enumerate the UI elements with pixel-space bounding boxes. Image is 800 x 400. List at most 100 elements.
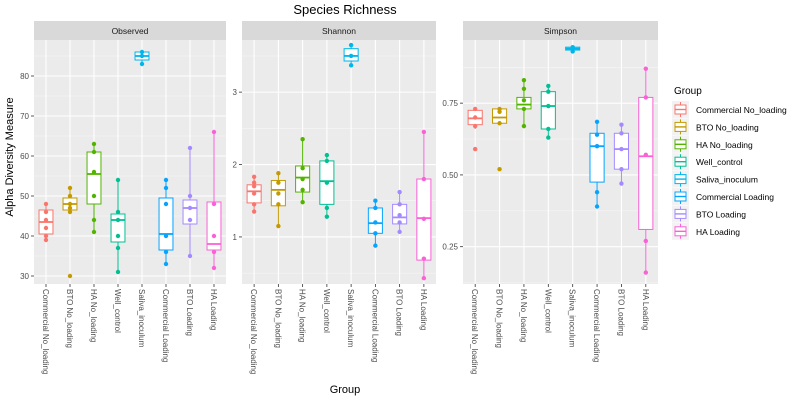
data-point bbox=[619, 166, 624, 172]
data-point bbox=[324, 152, 330, 158]
x-tick-label: BTO Loading bbox=[395, 289, 404, 336]
data-point bbox=[300, 165, 305, 171]
data-point bbox=[421, 216, 427, 222]
data-point bbox=[397, 229, 402, 235]
data-point bbox=[276, 171, 281, 176]
y-tick-label: 80 bbox=[20, 72, 29, 81]
box-ha-loading bbox=[638, 66, 654, 275]
panel-observed: Observed 30 40 50 60 70 80 Commercial No_loadin… bbox=[20, 21, 226, 374]
data-point bbox=[324, 214, 330, 219]
data-point bbox=[67, 193, 73, 199]
x-tick-label: HA No_loading bbox=[519, 289, 528, 342]
data-point bbox=[251, 174, 257, 180]
legend-item-saliva-inoculum: Saliva_inoculum bbox=[672, 170, 758, 188]
data-point bbox=[421, 276, 427, 281]
data-point bbox=[373, 205, 378, 211]
data-point bbox=[251, 209, 257, 214]
legend-label: HA Loading bbox=[696, 227, 740, 237]
x-tick-label: Well_control bbox=[322, 289, 331, 333]
strip-label: Simpson bbox=[544, 26, 577, 36]
data-point bbox=[397, 202, 402, 207]
data-point bbox=[521, 77, 527, 83]
x-tick-label: HA No_loading bbox=[89, 289, 98, 342]
x-tick-label: Commercial Loading bbox=[161, 289, 170, 362]
data-point bbox=[619, 146, 624, 152]
box-saliva-inoculum bbox=[134, 49, 150, 67]
data-point bbox=[251, 191, 257, 196]
box-bto-loading bbox=[392, 189, 408, 235]
data-point bbox=[594, 144, 600, 149]
data-point bbox=[91, 141, 97, 147]
data-point bbox=[643, 95, 649, 100]
legend-label: Well_control bbox=[696, 157, 743, 167]
data-point bbox=[163, 177, 169, 183]
legend-item-well-control: Well_control bbox=[672, 153, 743, 171]
legend-item-ha-loading: HA Loading bbox=[672, 222, 740, 240]
data-point bbox=[497, 121, 502, 126]
x-tick-label: Saliva_inoculum bbox=[137, 289, 146, 348]
facet-panels: Observed 30 40 50 60 70 80 Commercial No_loadin… bbox=[20, 21, 658, 374]
data-point bbox=[472, 115, 478, 120]
data-point bbox=[276, 223, 281, 229]
box-saliva-inoculum bbox=[565, 44, 581, 54]
x-tick-label: BTO Loading bbox=[185, 289, 194, 336]
data-point bbox=[421, 129, 427, 135]
data-point bbox=[373, 243, 378, 248]
data-point bbox=[187, 253, 193, 259]
box-commercial-no-loading bbox=[467, 106, 483, 152]
data-point bbox=[521, 86, 527, 92]
data-point bbox=[521, 123, 527, 129]
data-point bbox=[67, 273, 73, 279]
panel-shannon: Shannon 1 2 3 Commercial No_loading BTO No_lo… bbox=[233, 21, 436, 374]
data-point bbox=[163, 201, 169, 207]
legend-item-bto-no-loading: BTO No_loading bbox=[672, 118, 759, 136]
x-tick-label: HA Loading bbox=[641, 289, 650, 330]
data-point bbox=[91, 169, 97, 175]
data-point bbox=[67, 185, 73, 191]
data-point bbox=[115, 233, 121, 239]
data-point bbox=[43, 237, 49, 243]
box-iqr bbox=[638, 96, 654, 230]
data-point bbox=[187, 205, 193, 211]
data-point bbox=[187, 145, 193, 151]
y-tick-label: 3 bbox=[233, 88, 238, 97]
box-commercial-no-loading bbox=[38, 201, 54, 243]
x-tick-label: HA Loading bbox=[209, 289, 218, 330]
box-commercial-loading bbox=[589, 119, 605, 209]
legend-label: Commercial No_loading bbox=[696, 105, 787, 115]
data-point bbox=[139, 49, 145, 55]
x-tick-label: Saliva_inoculum bbox=[568, 289, 577, 348]
panel-background bbox=[242, 40, 436, 284]
data-point bbox=[115, 177, 121, 183]
data-point bbox=[43, 217, 49, 223]
y-tick-label: 70 bbox=[20, 112, 29, 121]
data-point bbox=[115, 269, 121, 275]
y-tick-label: 60 bbox=[20, 152, 29, 161]
data-point bbox=[521, 106, 527, 112]
x-tick-label: BTO Loading bbox=[616, 289, 625, 336]
x-tick-label: Commercial Loading bbox=[370, 289, 379, 362]
y-tick-label: 0.50 bbox=[442, 171, 458, 180]
data-point bbox=[421, 176, 427, 182]
data-point bbox=[300, 187, 305, 193]
box-iqr bbox=[589, 132, 605, 183]
data-point bbox=[276, 180, 281, 185]
y-tick-label: 0.25 bbox=[442, 243, 458, 252]
data-point bbox=[546, 83, 551, 89]
x-tick-label: Commercial No_loading bbox=[470, 289, 479, 374]
chart-title: Species Richness bbox=[293, 2, 397, 17]
x-tick-label: Commercial Loading bbox=[592, 289, 601, 362]
data-point bbox=[594, 119, 600, 125]
data-point bbox=[397, 189, 402, 195]
data-point bbox=[348, 42, 354, 48]
data-point bbox=[497, 166, 502, 172]
data-point bbox=[546, 89, 551, 94]
panel-simpson: Simpson 0.25 0.50 0.75 Commercial No_loading… bbox=[442, 21, 658, 374]
box-iqr bbox=[182, 199, 198, 225]
panel-background bbox=[34, 40, 226, 284]
y-axis-title: Alpha Diversity Measure bbox=[4, 97, 16, 216]
box-ha-loading bbox=[206, 129, 222, 271]
y-tick-label: 40 bbox=[20, 232, 29, 241]
strip-observed bbox=[34, 21, 226, 40]
